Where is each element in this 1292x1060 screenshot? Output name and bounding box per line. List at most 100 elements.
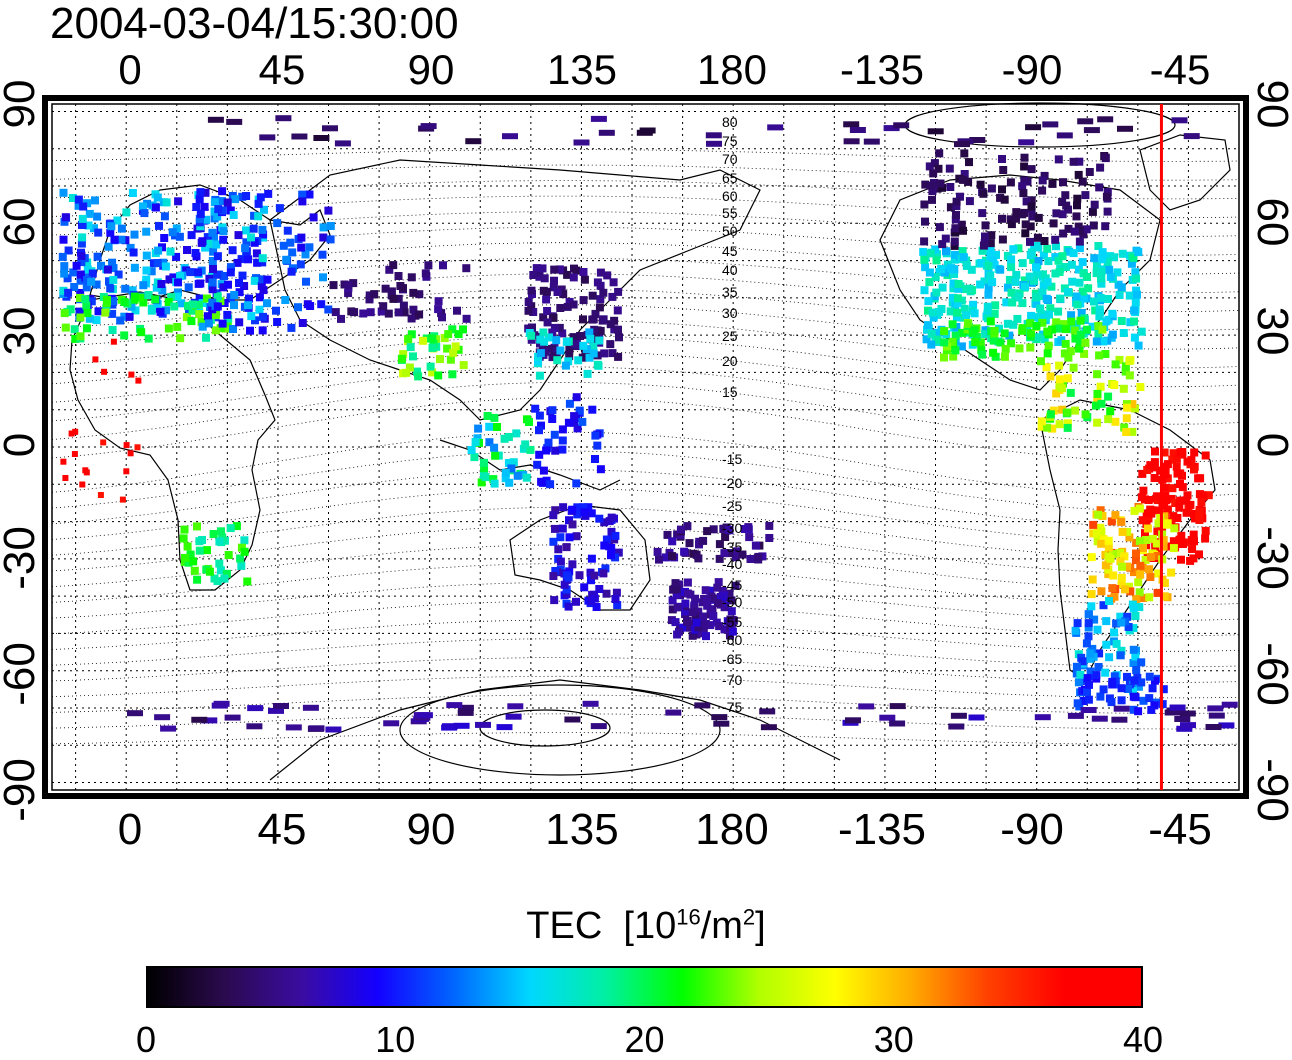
tec-cell <box>1090 615 1099 624</box>
tec-cell <box>1049 219 1058 228</box>
tec-cell <box>1146 553 1155 562</box>
tec-cell <box>451 342 460 351</box>
tec-cell <box>569 333 578 342</box>
tec-cell <box>500 434 509 443</box>
tec-cell <box>213 212 222 221</box>
tec-cell <box>1001 344 1010 353</box>
tec-cell <box>587 554 596 563</box>
contour-label: 60 <box>722 188 738 204</box>
tec-cell <box>1097 279 1106 288</box>
bottom-x-tick-label: 90 <box>407 805 456 854</box>
tec-cell <box>136 293 145 302</box>
tec-cell <box>562 361 570 370</box>
tec-cell <box>685 539 694 548</box>
tec-cell <box>1135 603 1144 612</box>
tec-cell <box>942 247 950 256</box>
tec-cell <box>556 533 565 542</box>
tec-cell <box>1141 555 1150 564</box>
tec-cell <box>953 299 962 308</box>
tec-cell <box>991 301 1000 310</box>
tec-cell <box>1126 587 1135 596</box>
contour-label: -50 <box>722 594 742 610</box>
tec-cell <box>586 334 595 343</box>
tec-cell <box>279 241 288 250</box>
tec-cell <box>1022 197 1031 206</box>
tec-cell <box>305 243 314 252</box>
tec-cell <box>1131 693 1140 702</box>
tec-cell <box>636 129 653 136</box>
tec-cell <box>544 438 553 447</box>
tec-cell <box>933 250 941 259</box>
tec-cell <box>389 294 398 303</box>
tec-cell <box>954 284 963 293</box>
map-frame-bottom-bar <box>48 793 1243 799</box>
tec-cell <box>152 283 161 292</box>
tec-cell <box>719 591 728 600</box>
tec-cell <box>325 726 342 733</box>
tec-cell <box>1073 699 1082 708</box>
right-y-tick-label: -30 <box>1248 526 1292 590</box>
tec-cell <box>588 291 597 300</box>
tec-cell <box>87 277 96 286</box>
tec-cell <box>184 301 192 310</box>
tec-cell <box>1169 537 1178 546</box>
tec-cell <box>1040 335 1049 344</box>
tec-cell <box>443 344 452 353</box>
tec-cell <box>216 297 225 306</box>
tec-cell <box>1044 257 1053 266</box>
tec-cell <box>72 428 79 435</box>
top-x-tick-label: 0 <box>118 46 141 93</box>
tec-cell <box>528 323 536 332</box>
tec-cell <box>555 323 564 332</box>
tec-cell <box>365 291 374 300</box>
right-y-tick-label: 30 <box>1248 307 1292 356</box>
tec-cell <box>453 722 470 729</box>
tec-cell <box>1098 255 1107 264</box>
tec-cell <box>1077 309 1086 317</box>
tec-cell <box>934 164 943 173</box>
tec-cell <box>1007 288 1016 297</box>
tec-cell <box>305 190 314 199</box>
tec-cell <box>116 316 125 325</box>
tec-cell <box>107 222 116 231</box>
tec-cell <box>211 326 220 335</box>
tec-cell <box>1084 284 1093 293</box>
tec-cell <box>1044 341 1053 350</box>
tec-cell <box>983 302 992 311</box>
tec-cell <box>62 475 69 481</box>
tec-cell <box>1160 579 1169 587</box>
contour-label: -20 <box>722 475 742 491</box>
tec-cell <box>1136 383 1145 391</box>
tec-cell <box>1000 352 1009 361</box>
tec-cell <box>144 291 153 299</box>
tec-cell <box>683 578 692 587</box>
tec-cell <box>673 603 682 612</box>
tec-cell <box>600 518 609 527</box>
tec-cell <box>1108 677 1117 686</box>
tec-cell <box>126 243 135 252</box>
tec-cell <box>952 211 960 219</box>
tec-cell <box>1097 116 1114 123</box>
tec-cell <box>480 464 489 473</box>
tec-cell <box>142 266 151 275</box>
tec-cell <box>1160 512 1169 521</box>
tec-cell <box>706 605 715 614</box>
tec-cell <box>1090 297 1098 306</box>
tec-cell <box>1127 259 1136 268</box>
tec-cell <box>1095 305 1104 314</box>
left-y-tick-label: -90 <box>0 758 44 822</box>
tec-cell <box>1040 237 1049 245</box>
top-x-tick-label: 90 <box>408 46 455 93</box>
tec-cell <box>1105 653 1114 662</box>
tec-cell <box>595 336 604 345</box>
tec-cell <box>83 276 91 284</box>
tec-cell <box>1007 220 1016 229</box>
tec-cell <box>122 208 131 217</box>
tec-cell <box>319 233 328 242</box>
tec-cell <box>714 599 722 608</box>
tec-cell <box>407 273 416 282</box>
tec-cell <box>203 312 212 321</box>
contour-label: -60 <box>722 632 742 648</box>
tec-cell <box>1204 491 1213 500</box>
tec-cell <box>1027 202 1036 211</box>
